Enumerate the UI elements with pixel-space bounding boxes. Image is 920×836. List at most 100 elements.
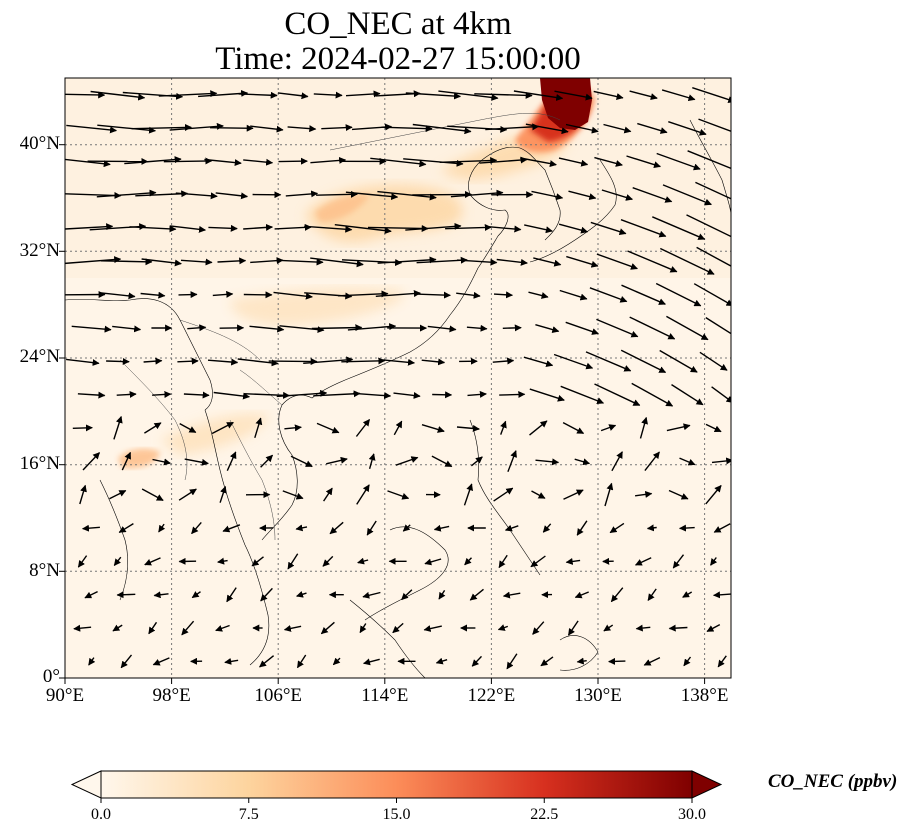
wind-arrow (277, 92, 309, 100)
wind-arrow (116, 591, 136, 599)
wind-arrow (529, 420, 548, 436)
lon-tick-label: 98°E (152, 685, 191, 706)
wind-arrow (370, 157, 427, 168)
wind-arrow (377, 190, 437, 201)
wind-arrow (375, 290, 421, 298)
wind-arrow (560, 385, 605, 405)
wind-arrow (693, 283, 731, 307)
wind-arrow (65, 223, 114, 231)
wind-arrow (656, 152, 701, 171)
wind-arrow (506, 653, 518, 670)
wind-arrow (563, 489, 584, 500)
wind-arrow (621, 284, 666, 305)
wind-arrow (381, 358, 415, 366)
wind-arrow (589, 287, 628, 303)
wind-arrow (540, 656, 554, 667)
wind-arrow (321, 124, 353, 132)
wind-arrow (530, 555, 546, 568)
wind-arrow (558, 157, 589, 167)
wind-arrow (524, 224, 553, 234)
wind-arrow (608, 657, 626, 665)
wind-arrow (596, 318, 639, 338)
wind-arrow (435, 657, 448, 665)
wind-arrow (338, 290, 389, 298)
wind-arrow (273, 291, 313, 300)
wind-arrow (469, 588, 484, 601)
wind-arrow (529, 388, 565, 402)
wind-arrow (492, 357, 515, 365)
wind-arrow (604, 482, 614, 507)
wind-arrow (100, 292, 136, 300)
wind-arrow (226, 587, 237, 603)
wind-arrow (590, 221, 627, 236)
lat-tick-label: 40°N (19, 133, 60, 154)
wind-arrow (191, 521, 202, 535)
wind-arrow (187, 324, 207, 332)
wind-arrow (238, 91, 278, 99)
wind-arrow (711, 386, 731, 403)
wind-arrow (423, 625, 442, 632)
wind-arrow (97, 124, 156, 134)
wind-arrow (283, 625, 302, 632)
wind-arrow (179, 422, 197, 434)
wind-arrow (66, 124, 117, 134)
wind-arrow (705, 423, 722, 433)
wind-arrow (467, 390, 487, 398)
wind-arrow (438, 590, 446, 600)
wind-arrow (463, 483, 473, 506)
wind-arrow (672, 554, 685, 569)
wind-arrow (593, 90, 624, 100)
map-background (65, 78, 731, 678)
wind-arrow (191, 591, 201, 599)
wind-arrow (643, 656, 661, 666)
colorbar-tick-label: 15.0 (382, 806, 411, 823)
wind-arrow (316, 422, 340, 434)
wind-arrow (219, 485, 227, 503)
wind-arrow (215, 624, 230, 632)
wind-arrow (412, 190, 472, 198)
wind-arrow (332, 657, 341, 666)
wind-arrow (65, 256, 122, 265)
wind-arrow (686, 214, 731, 238)
wind-arrow (311, 324, 363, 332)
wind-arrow (450, 189, 504, 198)
wind-arrow (72, 424, 93, 432)
wind-arrow (213, 391, 250, 400)
wind-arrow (562, 421, 585, 435)
wind-arrow (456, 424, 480, 432)
wind-arrow (116, 390, 137, 398)
lon-tick-label: 90°E (45, 685, 85, 706)
wind-arrow (84, 590, 98, 599)
wind-arrow (668, 624, 688, 632)
wind-arrow (368, 453, 376, 469)
wind-arrow (131, 123, 192, 131)
gridlines (65, 78, 731, 678)
wind-arrow (662, 184, 712, 206)
wind-arrow (711, 457, 731, 465)
map-frame (64, 77, 732, 679)
lat-tick-label: 24°N (19, 346, 60, 367)
wind-arrow (212, 290, 234, 298)
wind-arrow (158, 523, 166, 533)
wind-arrow (287, 553, 299, 570)
wind-arrow (65, 158, 111, 168)
wind-arrow (706, 623, 721, 633)
wind-arrow (668, 489, 689, 500)
wind-arrow (646, 524, 657, 532)
wind-arrow (211, 421, 234, 435)
wind-arrow (100, 258, 153, 266)
wind-arrow (96, 189, 157, 198)
wind-arrow (178, 291, 198, 299)
wind-arrow (568, 190, 597, 201)
wind-arrow (169, 122, 224, 131)
wind-arrow (507, 450, 517, 473)
wind-arrow (243, 391, 291, 399)
wind-arrow (493, 487, 514, 502)
wind-arrow (88, 657, 96, 666)
wind-arrow (320, 621, 335, 635)
lat-tick-label: 16°N (19, 453, 60, 474)
wind-arrow (635, 624, 651, 632)
wind-arrow (392, 622, 404, 634)
wind-arrow (296, 654, 307, 669)
